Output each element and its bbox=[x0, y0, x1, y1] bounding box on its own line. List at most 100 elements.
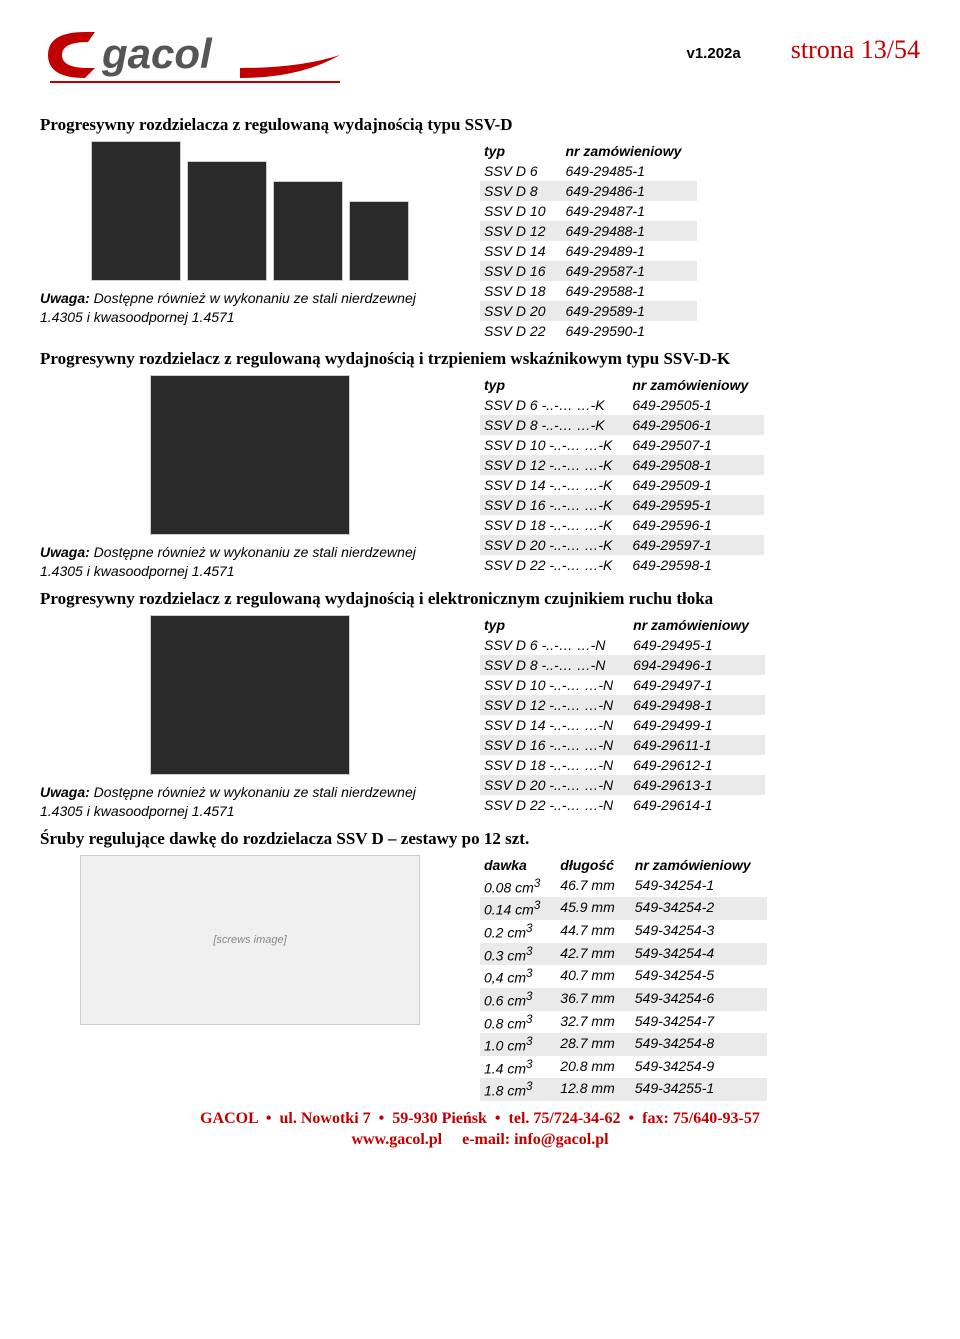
type-cell: 42.7 mm bbox=[556, 943, 630, 966]
footer-web: www.gacol.pl bbox=[351, 1131, 442, 1148]
type-cell: 12.8 mm bbox=[556, 1078, 630, 1101]
table-row: 1.4 cm320.8 mm549-34254-9 bbox=[480, 1056, 767, 1079]
order-number-cell: 649-29505-1 bbox=[628, 395, 764, 415]
table-row: SSV D 18 -..-… …-N649-29612-1 bbox=[480, 755, 765, 775]
type-cell: SSV D 16 bbox=[480, 261, 561, 281]
page-header: gacol v1.202a strona 13/54 bbox=[40, 20, 920, 90]
section-title: Progresywny rozdzielacza z regulowaną wy… bbox=[40, 115, 920, 135]
type-cell: SSV D 12 -..-… …-K bbox=[480, 455, 628, 475]
type-cell: SSV D 20 bbox=[480, 301, 561, 321]
footer-line-1: GACOL • ul. Nowotki 7 • 59-930 Pieńsk • … bbox=[40, 1109, 920, 1130]
order-number-cell: 649-29589-1 bbox=[561, 301, 697, 321]
table-row: SSV D 6 -..-… …-K649-29505-1 bbox=[480, 395, 764, 415]
section-note: Uwaga: Dostępne również w wykonaniu ze s… bbox=[40, 289, 460, 327]
header-meta: v1.202a strona 13/54 bbox=[687, 35, 921, 65]
product-image bbox=[349, 201, 409, 281]
table-header: długość bbox=[556, 855, 630, 875]
order-number-cell: 549-34254-2 bbox=[631, 897, 767, 920]
type-cell: 0.14 cm3 bbox=[480, 897, 556, 920]
product-image-group bbox=[40, 375, 460, 535]
type-cell: SSV D 18 -..-… …-K bbox=[480, 515, 628, 535]
note-prefix: Uwaga: bbox=[40, 290, 90, 306]
table-row: 0.6 cm336.7 mm549-34254-6 bbox=[480, 988, 767, 1011]
order-number-cell: 649-29489-1 bbox=[561, 241, 697, 261]
type-cell: SSV D 14 -..-… …-N bbox=[480, 715, 629, 735]
svg-text:gacol: gacol bbox=[101, 30, 213, 77]
type-cell: 0.2 cm3 bbox=[480, 920, 556, 943]
order-number-cell: 649-29508-1 bbox=[628, 455, 764, 475]
table-row: 0,4 cm340.7 mm549-34254-5 bbox=[480, 965, 767, 988]
table-row: SSV D 8 -..-… …-K649-29506-1 bbox=[480, 415, 764, 435]
version-label: v1.202a bbox=[687, 45, 741, 62]
order-number-cell: 649-29495-1 bbox=[629, 635, 765, 655]
table-row: SSV D 10 -..-… …-K649-29507-1 bbox=[480, 435, 764, 455]
type-cell: 0.6 cm3 bbox=[480, 988, 556, 1011]
parts-table: typnr zamówieniowySSV D 6649-29485-1SSV … bbox=[480, 141, 697, 341]
type-cell: SSV D 10 -..-… …-K bbox=[480, 435, 628, 455]
order-number-cell: 549-34254-5 bbox=[631, 965, 767, 988]
table-row: SSV D 22 -..-… …-K649-29598-1 bbox=[480, 555, 764, 575]
type-cell: SSV D 14 -..-… …-K bbox=[480, 475, 628, 495]
type-cell: SSV D 22 -..-… …-K bbox=[480, 555, 628, 575]
table-row: SSV D 6 -..-… …-N649-29495-1 bbox=[480, 635, 765, 655]
type-cell: SSV D 12 bbox=[480, 221, 561, 241]
order-number-cell: 649-29498-1 bbox=[629, 695, 765, 715]
table-row: SSV D 18649-29588-1 bbox=[480, 281, 697, 301]
order-number-cell: 649-29485-1 bbox=[561, 161, 697, 181]
table-header: nr zamówieniowy bbox=[631, 855, 767, 875]
type-cell: SSV D 6 -..-… …-N bbox=[480, 635, 629, 655]
type-cell: SSV D 18 bbox=[480, 281, 561, 301]
section-row: [screws image]dawkadługośćnr zamówieniow… bbox=[40, 855, 920, 1102]
note-prefix: Uwaga: bbox=[40, 544, 90, 560]
table-row: SSV D 16 -..-… …-N649-29611-1 bbox=[480, 735, 765, 755]
page-footer: GACOL • ul. Nowotki 7 • 59-930 Pieńsk • … bbox=[40, 1109, 920, 1151]
order-number-cell: 649-29486-1 bbox=[561, 181, 697, 201]
table-row: SSV D 14 -..-… …-N649-29499-1 bbox=[480, 715, 765, 735]
type-cell: 28.7 mm bbox=[556, 1033, 630, 1056]
type-cell: 0.3 cm3 bbox=[480, 943, 556, 966]
order-number-cell: 549-34255-1 bbox=[631, 1078, 767, 1101]
type-cell: SSV D 22 -..-… …-N bbox=[480, 795, 629, 815]
order-number-cell: 694-29496-1 bbox=[629, 655, 765, 675]
product-image bbox=[150, 615, 350, 775]
table-row: 1.0 cm328.7 mm549-34254-8 bbox=[480, 1033, 767, 1056]
type-cell: 36.7 mm bbox=[556, 988, 630, 1011]
section-row: Uwaga: Dostępne również w wykonaniu ze s… bbox=[40, 375, 920, 581]
table-row: SSV D 12649-29488-1 bbox=[480, 221, 697, 241]
section-row: Uwaga: Dostępne również w wykonaniu ze s… bbox=[40, 141, 920, 341]
section-left: Uwaga: Dostępne również w wykonaniu ze s… bbox=[40, 141, 460, 327]
table-row: 0.2 cm344.7 mm549-34254-3 bbox=[480, 920, 767, 943]
type-cell: SSV D 6 bbox=[480, 161, 561, 181]
table-row: SSV D 16649-29587-1 bbox=[480, 261, 697, 281]
order-number-cell: 649-29612-1 bbox=[629, 755, 765, 775]
type-cell: SSV D 14 bbox=[480, 241, 561, 261]
type-cell: 1.8 cm3 bbox=[480, 1078, 556, 1101]
section-note: Uwaga: Dostępne również w wykonaniu ze s… bbox=[40, 543, 460, 581]
order-number-cell: 649-29509-1 bbox=[628, 475, 764, 495]
order-number-cell: 549-34254-4 bbox=[631, 943, 767, 966]
table-row: SSV D 20 -..-… …-N649-29613-1 bbox=[480, 775, 765, 795]
type-cell: SSV D 22 bbox=[480, 321, 561, 341]
note-prefix: Uwaga: bbox=[40, 784, 90, 800]
table-header: typ bbox=[480, 141, 561, 161]
order-number-cell: 549-34254-6 bbox=[631, 988, 767, 1011]
table-row: SSV D 8 -..-… …-N694-29496-1 bbox=[480, 655, 765, 675]
table-row: SSV D 14649-29489-1 bbox=[480, 241, 697, 261]
type-cell: 46.7 mm bbox=[556, 875, 630, 898]
type-cell: 1.0 cm3 bbox=[480, 1033, 556, 1056]
table-row: SSV D 18 -..-… …-K649-29596-1 bbox=[480, 515, 764, 535]
type-cell: SSV D 10 bbox=[480, 201, 561, 221]
product-image bbox=[91, 141, 181, 281]
order-number-cell: 649-29598-1 bbox=[628, 555, 764, 575]
table-row: 1.8 cm312.8 mm549-34255-1 bbox=[480, 1078, 767, 1101]
order-number-cell: 649-29614-1 bbox=[629, 795, 765, 815]
product-image-group bbox=[40, 615, 460, 775]
type-cell: 45.9 mm bbox=[556, 897, 630, 920]
type-cell: 1.4 cm3 bbox=[480, 1056, 556, 1079]
order-number-cell: 549-34254-1 bbox=[631, 875, 767, 898]
order-number-cell: 649-29507-1 bbox=[628, 435, 764, 455]
note-text: Dostępne również w wykonaniu ze stali ni… bbox=[40, 290, 416, 325]
table-row: SSV D 14 -..-… …-K649-29509-1 bbox=[480, 475, 764, 495]
table-row: SSV D 20649-29589-1 bbox=[480, 301, 697, 321]
type-cell: SSV D 16 -..-… …-K bbox=[480, 495, 628, 515]
